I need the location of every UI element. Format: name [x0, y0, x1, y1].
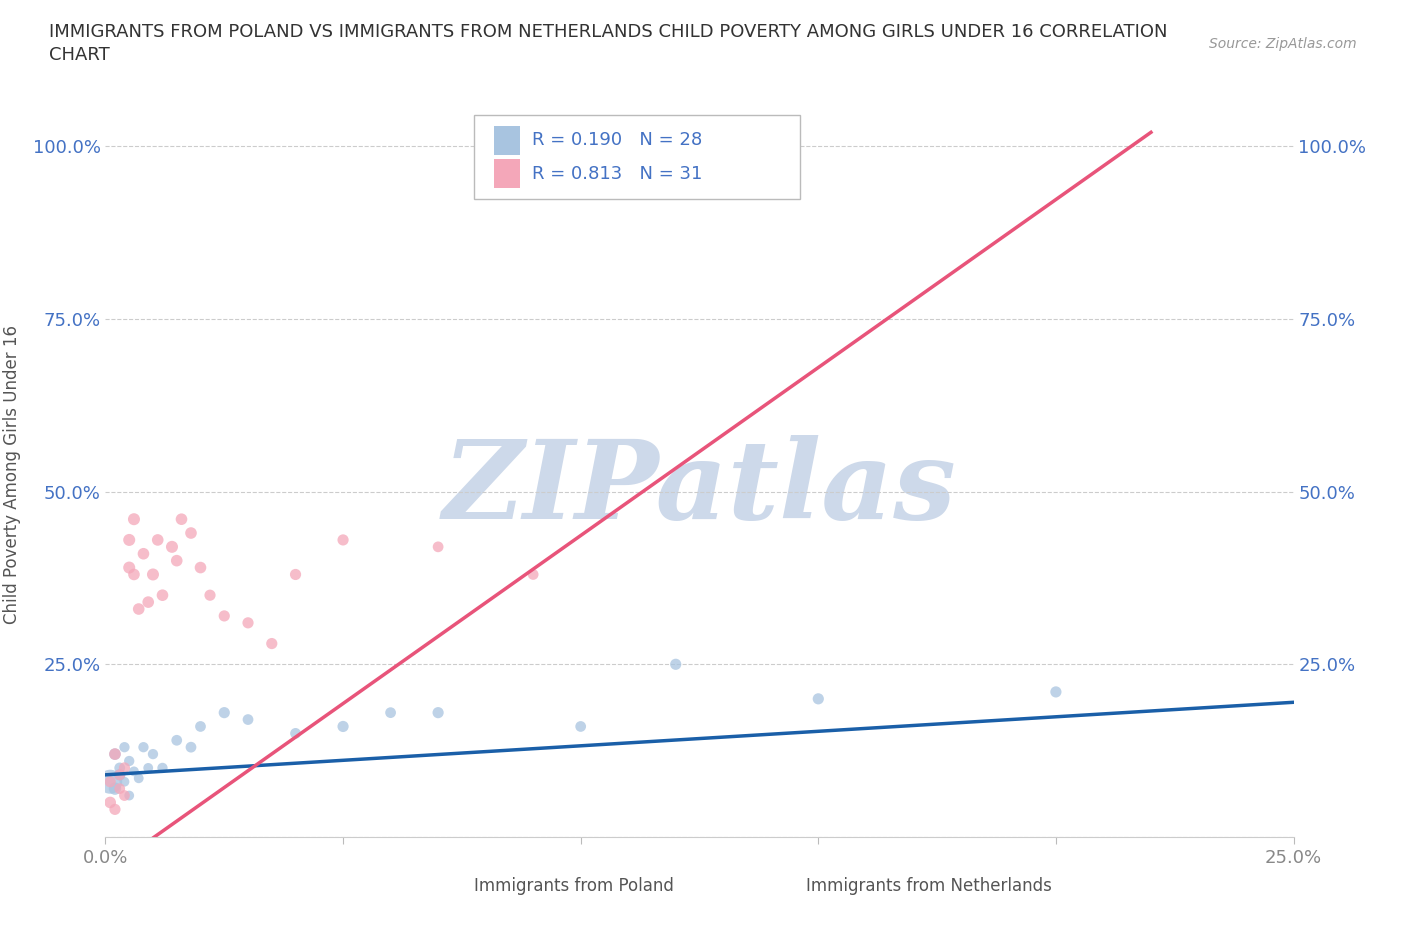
Point: [236, 616, 259, 631]
Point: [1045, 684, 1067, 699]
FancyBboxPatch shape: [474, 115, 800, 199]
Point: [522, 567, 544, 582]
Point: [284, 726, 307, 741]
Point: [104, 802, 127, 817]
Point: [104, 747, 127, 762]
Point: [214, 705, 236, 720]
FancyBboxPatch shape: [770, 875, 794, 897]
Point: [180, 739, 202, 754]
Point: [104, 747, 127, 762]
Point: [160, 539, 183, 554]
Point: [98, 775, 121, 790]
Point: [98, 775, 121, 790]
Point: [284, 567, 307, 582]
Point: [260, 636, 283, 651]
Y-axis label: Child Poverty Among Girls Under 16: Child Poverty Among Girls Under 16: [3, 325, 21, 624]
Point: [427, 705, 450, 720]
FancyBboxPatch shape: [494, 159, 520, 188]
Point: [136, 761, 159, 776]
Point: [108, 781, 131, 796]
Point: [236, 712, 259, 727]
Point: [118, 560, 141, 575]
FancyBboxPatch shape: [439, 875, 463, 897]
Text: Immigrants from Poland: Immigrants from Poland: [474, 877, 673, 896]
FancyBboxPatch shape: [494, 126, 520, 154]
Point: [108, 761, 131, 776]
Point: [807, 691, 830, 706]
Text: R = 0.190   N = 28: R = 0.190 N = 28: [531, 131, 702, 149]
Point: [104, 781, 127, 796]
Point: [132, 739, 155, 754]
Point: [180, 525, 202, 540]
Text: Source: ZipAtlas.com: Source: ZipAtlas.com: [1209, 37, 1357, 51]
Point: [152, 588, 174, 603]
Point: [142, 747, 165, 762]
Point: [122, 512, 145, 526]
Point: [190, 719, 212, 734]
Point: [108, 767, 131, 782]
Text: IMMIGRANTS FROM POLAND VS IMMIGRANTS FROM NETHERLANDS CHILD POVERTY AMONG GIRLS : IMMIGRANTS FROM POLAND VS IMMIGRANTS FRO…: [49, 23, 1168, 41]
Point: [166, 733, 188, 748]
Point: [427, 539, 450, 554]
Point: [332, 533, 354, 548]
Point: [380, 705, 402, 720]
Point: [114, 775, 136, 790]
Point: [98, 795, 121, 810]
Point: [122, 764, 145, 778]
Point: [114, 788, 136, 803]
Point: [142, 567, 165, 582]
Point: [146, 533, 169, 548]
Point: [214, 608, 236, 623]
Point: [190, 560, 212, 575]
Point: [198, 588, 221, 603]
Point: [118, 753, 141, 768]
Point: [152, 761, 174, 776]
Point: [170, 512, 193, 526]
Text: CHART: CHART: [49, 46, 110, 64]
Point: [136, 594, 159, 609]
Point: [569, 719, 592, 734]
Point: [114, 761, 136, 776]
Point: [108, 767, 131, 782]
Point: [118, 533, 141, 548]
Point: [332, 719, 354, 734]
Point: [114, 739, 136, 754]
Point: [132, 546, 155, 561]
Point: [122, 567, 145, 582]
Text: Immigrants from Netherlands: Immigrants from Netherlands: [807, 877, 1052, 896]
Point: [166, 553, 188, 568]
Point: [128, 602, 150, 617]
Text: ZIPatlas: ZIPatlas: [443, 435, 956, 542]
Point: [118, 788, 141, 803]
Text: R = 0.813   N = 31: R = 0.813 N = 31: [531, 165, 703, 182]
Point: [665, 657, 688, 671]
Point: [128, 771, 150, 786]
